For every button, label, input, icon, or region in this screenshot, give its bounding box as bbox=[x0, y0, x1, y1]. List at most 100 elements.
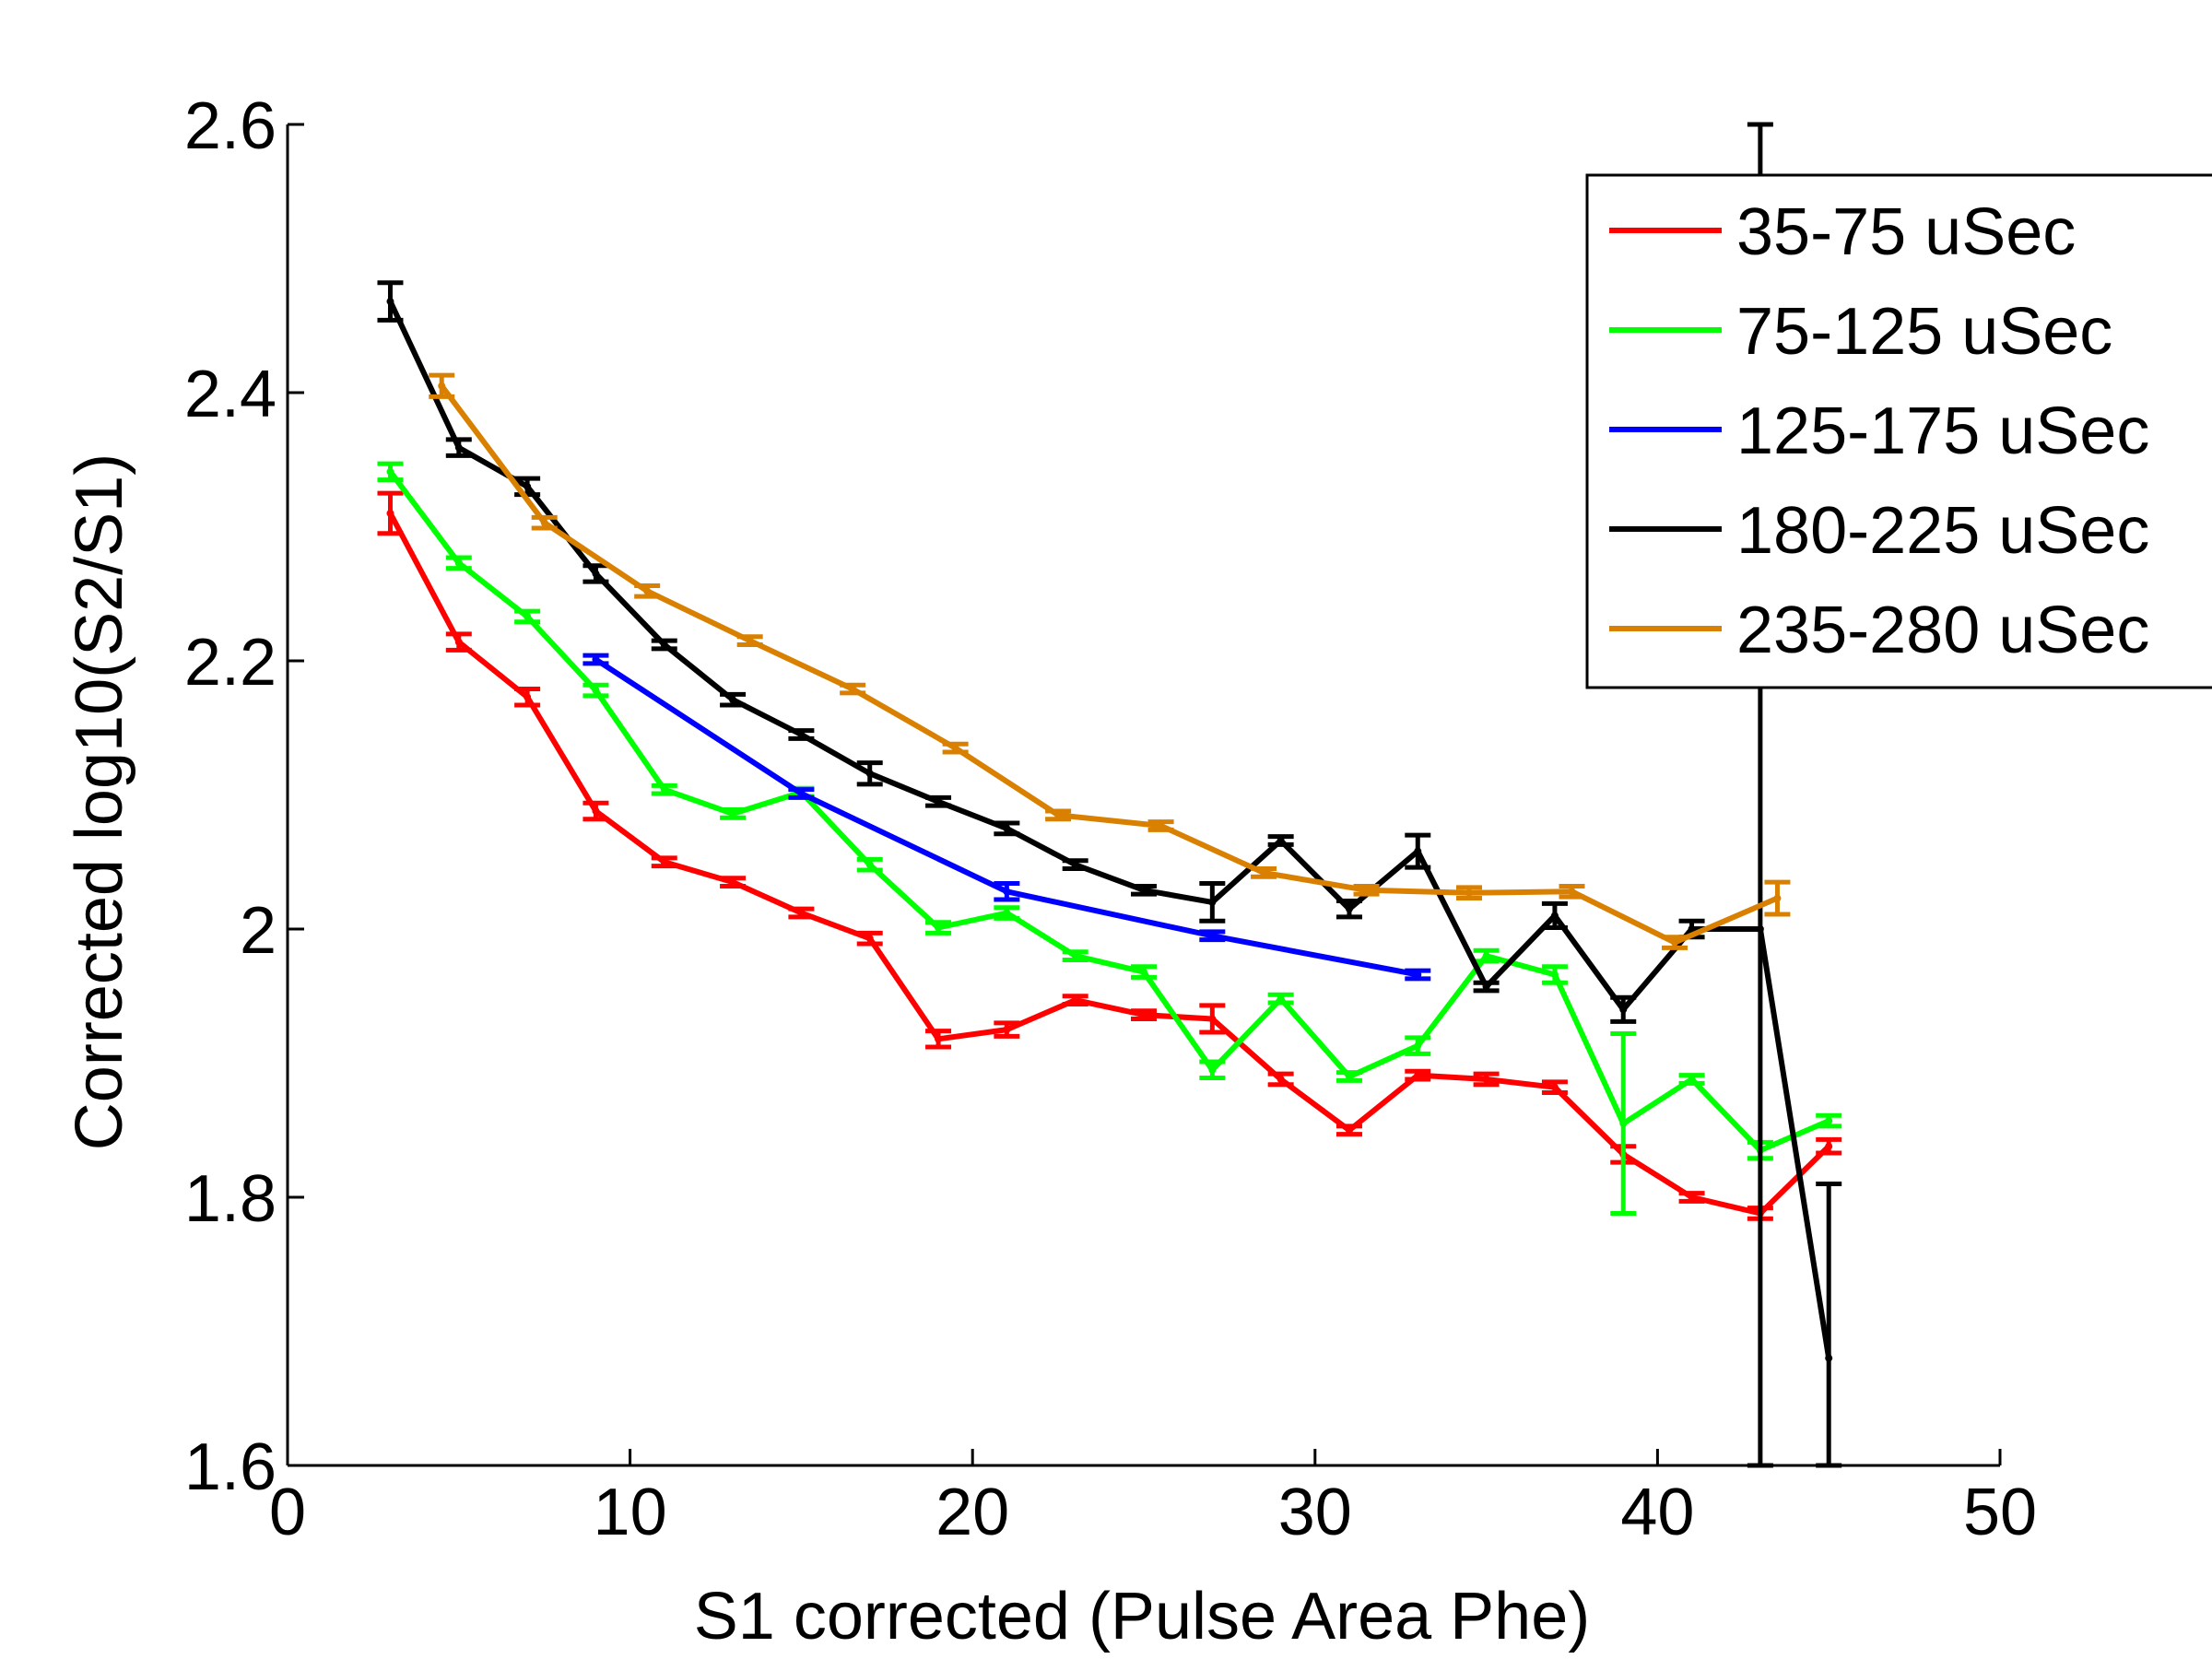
x-axis-title: S1 corrected (Pulse Area Phe) bbox=[694, 1580, 1591, 1653]
data-point bbox=[1071, 861, 1079, 869]
data-point bbox=[797, 731, 806, 739]
data-point bbox=[1550, 912, 1559, 920]
data-point bbox=[592, 806, 600, 815]
data-point bbox=[1003, 824, 1011, 832]
x-tick-label: 50 bbox=[1963, 1476, 2037, 1549]
series-line bbox=[388, 469, 1830, 1154]
data-point bbox=[592, 687, 600, 695]
data-point bbox=[454, 443, 463, 452]
data-point bbox=[1414, 1041, 1422, 1050]
data-point bbox=[865, 770, 874, 778]
data-point bbox=[1140, 886, 1147, 894]
x-tick-label: 0 bbox=[269, 1476, 306, 1549]
data-point bbox=[1345, 905, 1353, 913]
series-line bbox=[387, 512, 1831, 1217]
data-point bbox=[865, 861, 874, 869]
data-point bbox=[1688, 925, 1696, 933]
data-point bbox=[1773, 894, 1782, 902]
y-tick-label: 2.2 bbox=[184, 626, 276, 700]
series-line bbox=[594, 656, 1418, 978]
data-point bbox=[729, 696, 737, 704]
series-line bbox=[387, 300, 1832, 1359]
data-point bbox=[540, 519, 548, 527]
series-235-280-usec bbox=[429, 372, 1791, 950]
data-point bbox=[1054, 811, 1063, 819]
legend-label: 125-175 uSec bbox=[1736, 394, 2149, 468]
data-point bbox=[729, 878, 737, 887]
series-75-125-usec bbox=[377, 461, 1842, 1216]
data-point bbox=[1482, 1075, 1490, 1083]
data-point bbox=[865, 935, 874, 943]
data-point bbox=[1482, 982, 1490, 991]
data-point bbox=[386, 467, 394, 476]
data-point bbox=[1208, 898, 1217, 906]
data-point bbox=[643, 587, 652, 595]
data-point bbox=[1825, 1354, 1833, 1362]
data-point bbox=[1208, 932, 1217, 940]
data-point bbox=[386, 298, 394, 306]
data-point bbox=[1825, 1142, 1833, 1150]
data-point bbox=[524, 612, 532, 620]
legend-label: 35-75 uSec bbox=[1736, 195, 2076, 269]
data-point bbox=[746, 637, 754, 645]
data-point bbox=[1688, 1194, 1696, 1201]
data-point bbox=[1619, 1006, 1628, 1014]
data-point bbox=[438, 382, 446, 390]
data-point bbox=[1140, 1011, 1147, 1019]
x-tick-label: 40 bbox=[1620, 1476, 1694, 1549]
data-point bbox=[592, 570, 600, 578]
data-point bbox=[524, 693, 532, 701]
data-point bbox=[660, 641, 668, 649]
data-point bbox=[1670, 938, 1678, 947]
y-axis-title: Corrected log10(S2/S1) bbox=[63, 453, 136, 1150]
data-point bbox=[1482, 952, 1490, 960]
data-point bbox=[1568, 888, 1576, 896]
data-point bbox=[1071, 952, 1079, 960]
data-point bbox=[729, 809, 737, 818]
data-point bbox=[454, 559, 463, 567]
data-point bbox=[1688, 1075, 1696, 1083]
axes: 0 10 20 30 40 50 1.6 1.8 2 2.2 2.4 2.6 bbox=[184, 89, 2037, 1549]
data-point bbox=[849, 685, 857, 693]
data-point bbox=[454, 638, 463, 646]
data-point bbox=[592, 655, 600, 664]
y-tick-label: 2.6 bbox=[184, 89, 276, 163]
data-point bbox=[935, 924, 943, 932]
data-point bbox=[1208, 1015, 1217, 1023]
legend-label: 75-125 uSec bbox=[1736, 295, 2112, 369]
data-point bbox=[951, 744, 959, 752]
data-point bbox=[1756, 925, 1764, 933]
legend: 35-75 uSec 75-125 uSec 125-175 uSec 180-225… bbox=[1585, 173, 2212, 689]
data-point bbox=[1550, 971, 1559, 979]
y-tick-label: 1.8 bbox=[184, 1162, 276, 1236]
x-tick-label: 20 bbox=[935, 1476, 1009, 1549]
data-point bbox=[524, 482, 532, 490]
data-point bbox=[386, 509, 394, 517]
x-tick-label: 30 bbox=[1278, 1476, 1352, 1549]
data-point bbox=[1414, 847, 1422, 855]
data-point bbox=[1277, 836, 1285, 844]
data-point bbox=[1003, 909, 1011, 917]
legend-label: 180-225 uSec bbox=[1736, 494, 2149, 568]
plot-area bbox=[377, 122, 1842, 1468]
data-point bbox=[797, 790, 806, 798]
data-point bbox=[935, 1035, 943, 1043]
y-tick-label: 2 bbox=[240, 894, 276, 968]
data-point bbox=[1465, 888, 1474, 897]
data-point bbox=[1140, 968, 1147, 976]
data-point bbox=[1003, 888, 1011, 896]
data-point bbox=[1550, 1083, 1559, 1091]
data-point bbox=[660, 785, 668, 794]
data-point bbox=[1208, 1065, 1217, 1074]
data-point bbox=[1003, 1026, 1011, 1034]
data-point bbox=[1362, 886, 1371, 894]
legend-label: 235-280 uSec bbox=[1736, 594, 2149, 667]
data-point bbox=[660, 858, 668, 866]
data-point bbox=[797, 909, 806, 917]
series-125-175-usec bbox=[582, 653, 1431, 982]
data-point bbox=[1277, 994, 1285, 1003]
data-point bbox=[935, 797, 943, 806]
series-line bbox=[439, 383, 1779, 946]
x-tick-label: 10 bbox=[594, 1476, 667, 1549]
